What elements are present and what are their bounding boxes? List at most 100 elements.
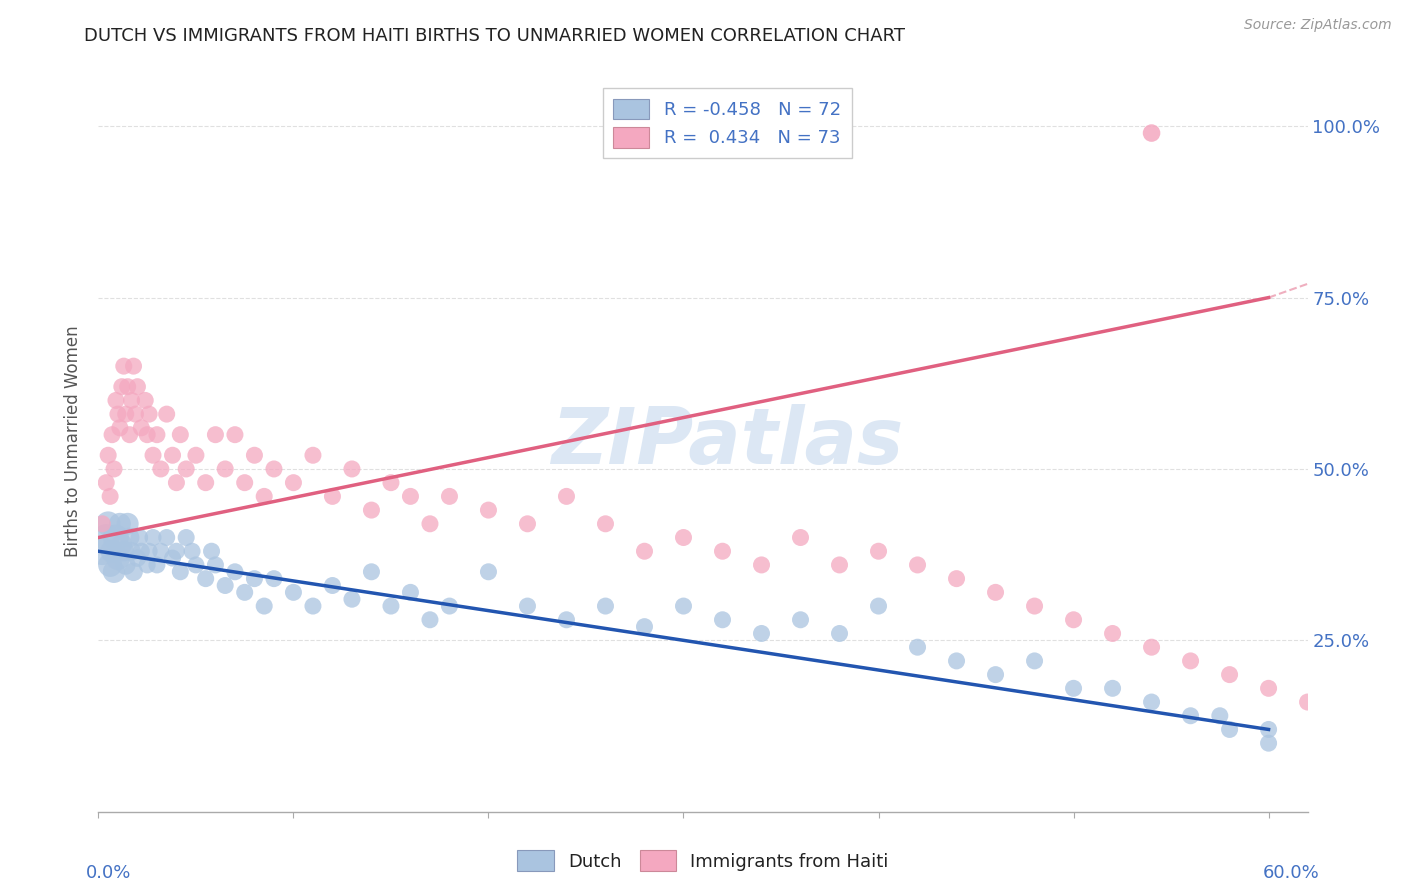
- Point: [118, 531, 141, 545]
- Point: [243, 572, 266, 586]
- Point: [595, 516, 617, 531]
- Text: Source: ZipAtlas.com: Source: ZipAtlas.com: [1244, 18, 1392, 32]
- Point: [399, 489, 422, 503]
- Point: [984, 667, 1007, 681]
- Point: [181, 544, 204, 558]
- Point: [321, 489, 343, 503]
- Point: [243, 448, 266, 462]
- Point: [122, 565, 145, 579]
- Point: [97, 516, 120, 531]
- Point: [91, 516, 114, 531]
- Point: [101, 544, 124, 558]
- Point: [1374, 723, 1396, 737]
- Text: DUTCH VS IMMIGRANTS FROM HAITI BIRTHS TO UNMARRIED WOMEN CORRELATION CHART: DUTCH VS IMMIGRANTS FROM HAITI BIRTHS TO…: [84, 27, 905, 45]
- Point: [419, 516, 441, 531]
- Point: [138, 544, 160, 558]
- Point: [104, 531, 127, 545]
- Point: [114, 558, 136, 572]
- Point: [477, 503, 499, 517]
- Point: [134, 393, 156, 408]
- Point: [1336, 708, 1358, 723]
- Point: [118, 427, 141, 442]
- Point: [142, 531, 165, 545]
- Point: [984, 585, 1007, 599]
- Point: [146, 558, 169, 572]
- Point: [360, 565, 382, 579]
- Point: [283, 585, 305, 599]
- Point: [108, 421, 131, 435]
- Point: [1257, 723, 1279, 737]
- Point: [1140, 695, 1163, 709]
- Point: [380, 599, 402, 613]
- Point: [1180, 708, 1202, 723]
- Point: [263, 572, 285, 586]
- Point: [136, 558, 159, 572]
- Point: [114, 407, 136, 421]
- Legend: R = -0.458   N = 72, R =  0.434   N = 73: R = -0.458 N = 72, R = 0.434 N = 73: [603, 87, 852, 159]
- Point: [107, 407, 129, 421]
- Point: [194, 475, 217, 490]
- Point: [419, 613, 441, 627]
- Point: [117, 380, 139, 394]
- Point: [184, 448, 207, 462]
- Point: [128, 531, 150, 545]
- Point: [200, 544, 222, 558]
- Point: [751, 558, 773, 572]
- Point: [107, 551, 129, 566]
- Point: [828, 558, 851, 572]
- Point: [672, 531, 695, 545]
- Point: [112, 544, 135, 558]
- Point: [103, 565, 125, 579]
- Point: [340, 462, 363, 476]
- Point: [439, 489, 461, 503]
- Point: [789, 613, 811, 627]
- Text: ZIPatlas: ZIPatlas: [551, 403, 903, 480]
- Point: [112, 359, 135, 373]
- Point: [1063, 681, 1085, 696]
- Point: [204, 427, 226, 442]
- Point: [174, 462, 197, 476]
- Point: [156, 407, 179, 421]
- Point: [1024, 599, 1046, 613]
- Point: [169, 427, 191, 442]
- Point: [194, 572, 217, 586]
- Point: [1101, 626, 1123, 640]
- Point: [214, 462, 236, 476]
- Point: [1140, 126, 1163, 140]
- Point: [283, 475, 305, 490]
- Point: [633, 619, 655, 633]
- Point: [162, 551, 184, 566]
- Point: [122, 359, 145, 373]
- Point: [149, 462, 172, 476]
- Point: [1257, 736, 1279, 750]
- Point: [1180, 654, 1202, 668]
- Point: [360, 503, 382, 517]
- Point: [127, 380, 149, 394]
- Point: [165, 544, 187, 558]
- Point: [751, 626, 773, 640]
- Point: [149, 544, 172, 558]
- Point: [595, 599, 617, 613]
- Point: [91, 544, 114, 558]
- Y-axis label: Births to Unmarried Women: Births to Unmarried Women: [65, 326, 83, 558]
- Point: [253, 489, 276, 503]
- Point: [907, 558, 929, 572]
- Point: [380, 475, 402, 490]
- Point: [104, 393, 127, 408]
- Point: [117, 516, 139, 531]
- Point: [439, 599, 461, 613]
- Point: [711, 544, 734, 558]
- Text: 60.0%: 60.0%: [1263, 863, 1320, 881]
- Point: [868, 599, 890, 613]
- Point: [1296, 695, 1319, 709]
- Point: [302, 448, 325, 462]
- Point: [1257, 681, 1279, 696]
- Point: [253, 599, 276, 613]
- Point: [96, 475, 118, 490]
- Point: [204, 558, 226, 572]
- Point: [516, 599, 538, 613]
- Point: [224, 565, 246, 579]
- Point: [156, 531, 179, 545]
- Point: [828, 626, 851, 640]
- Point: [127, 551, 149, 566]
